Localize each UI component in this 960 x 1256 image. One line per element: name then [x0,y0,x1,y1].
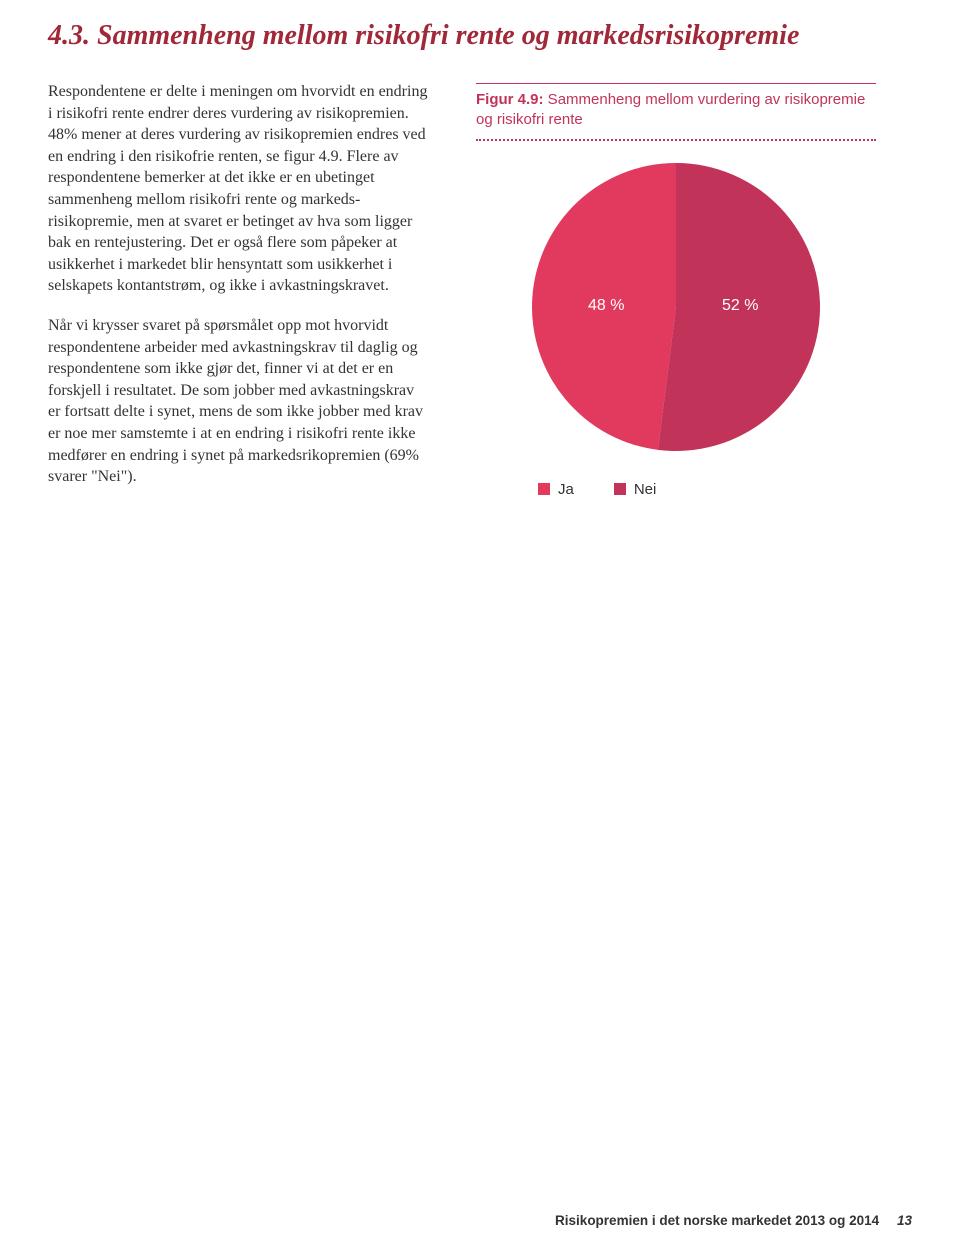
legend: Ja Nei [476,481,876,498]
legend-swatch-nei [614,483,626,495]
figure-block: Figur 4.9: Sammenheng mellom vurdering a… [476,83,876,498]
page-number: 13 [897,1213,912,1228]
body-text-column: Respondentene er delte i meningen om hvo… [48,81,428,506]
pie-slices [532,163,820,451]
legend-swatch-ja [538,483,550,495]
legend-label-ja: Ja [558,481,574,498]
legend-label-nei: Nei [634,481,657,498]
pie-chart: 48 % 52 % [532,163,820,451]
section-heading: 4.3. Sammenheng mellom risikofri rente o… [48,18,912,53]
pie-label-0: 48 % [588,297,624,315]
pie-label-1: 52 % [722,297,758,315]
pie-chart-wrap: 48 % 52 % [476,141,876,481]
paragraph-2: Når vi krysser svaret på spørsmålet opp … [48,315,428,488]
figure-label: Figur 4.9: [476,91,544,108]
legend-item-ja: Ja [538,481,574,498]
figure-caption: Figur 4.9: Sammenheng mellom vurdering a… [476,84,876,141]
pie-svg [532,163,820,451]
footer-text: Risikopremien i det norske markedet 2013… [555,1213,879,1228]
paragraph-1: Respondentene er delte i meningen om hvo… [48,81,428,297]
page-footer: Risikopremien i det norske markedet 2013… [555,1213,912,1228]
figure-column: Figur 4.9: Sammenheng mellom vurdering a… [476,81,876,506]
legend-item-nei: Nei [614,481,657,498]
content-row: Respondentene er delte i meningen om hvo… [48,81,912,506]
